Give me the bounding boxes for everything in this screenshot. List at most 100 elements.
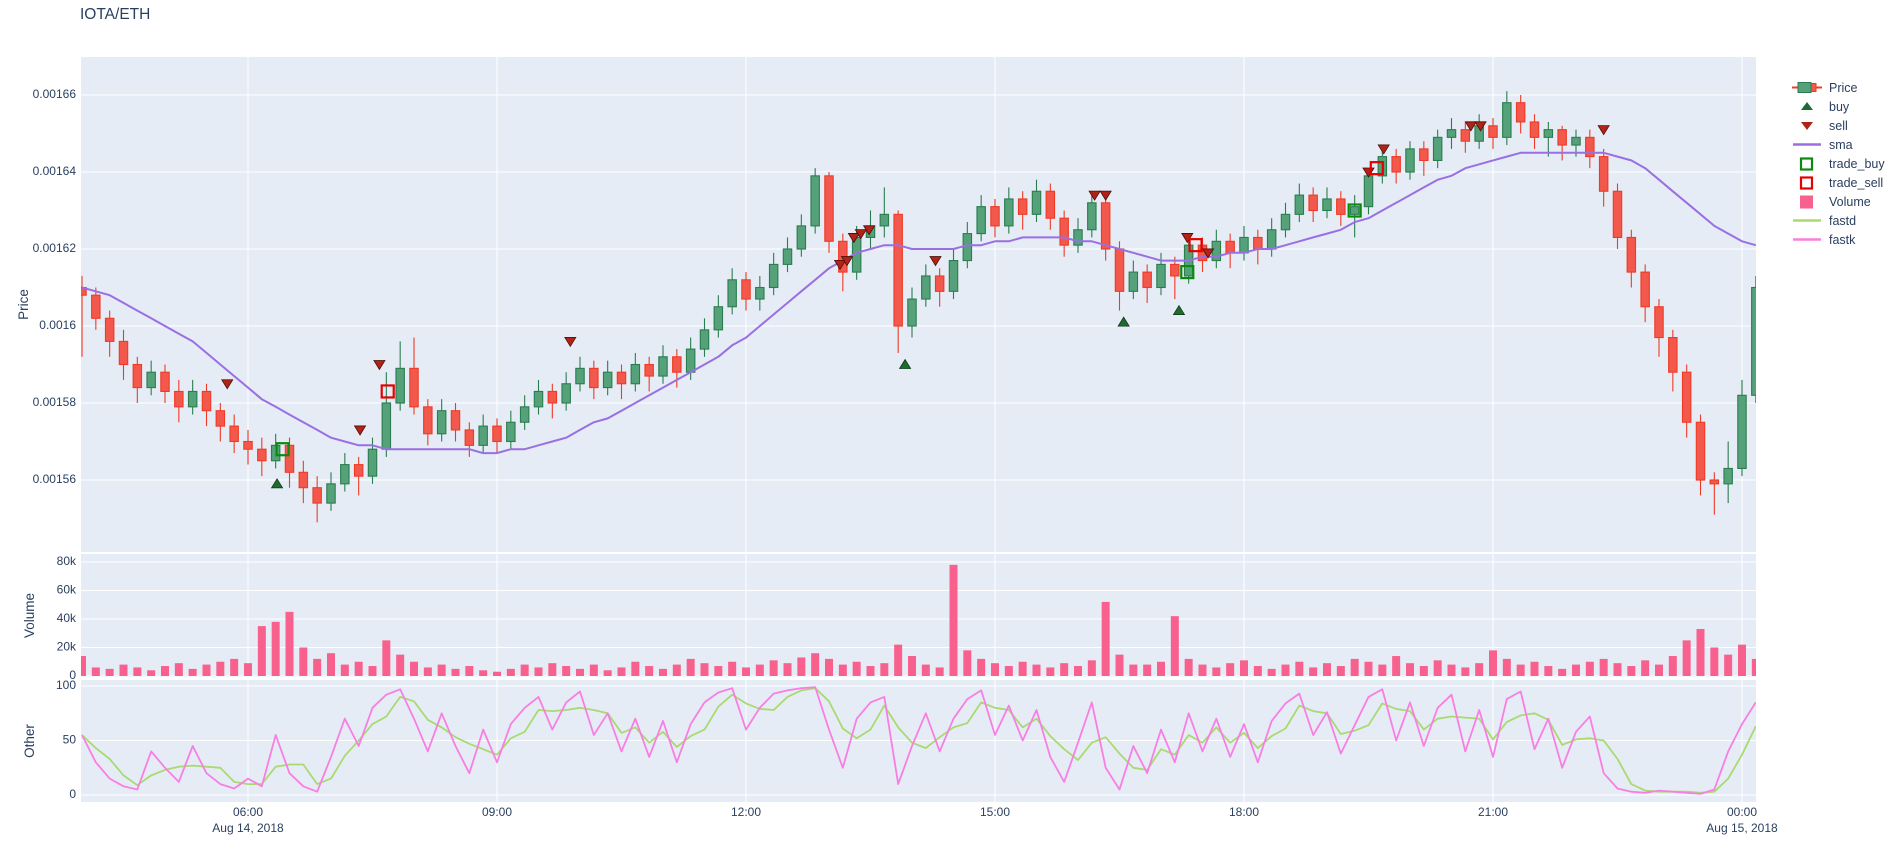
legend-icon-box bbox=[1791, 232, 1823, 247]
sma-line[interactable] bbox=[81, 151, 1756, 455]
candle bbox=[810, 175, 820, 227]
fastk-line[interactable] bbox=[81, 686, 1756, 795]
volume-bar bbox=[1170, 616, 1179, 676]
volume-bars[interactable] bbox=[78, 564, 1760, 676]
legend-item-trade-sell[interactable]: trade_sell bbox=[1791, 173, 1885, 192]
candle bbox=[533, 390, 544, 408]
volume-bar bbox=[1364, 661, 1373, 676]
candle bbox=[326, 483, 336, 504]
legend-item-buy[interactable]: buy bbox=[1791, 97, 1885, 116]
candle bbox=[575, 367, 585, 385]
volume-axis-title: Volume bbox=[22, 593, 37, 638]
volume-bar bbox=[409, 661, 418, 676]
svg-text:09:00: 09:00 bbox=[482, 805, 512, 819]
volume-bar bbox=[1143, 664, 1152, 676]
trade-buy-markers[interactable] bbox=[275, 203, 1362, 457]
volume-bar bbox=[1668, 656, 1677, 676]
legend-icon-box bbox=[1791, 175, 1823, 190]
svg-text:50: 50 bbox=[63, 733, 77, 747]
volume-bar bbox=[783, 663, 792, 676]
volume-bar bbox=[880, 663, 889, 676]
volume-bar bbox=[1571, 664, 1580, 676]
candle bbox=[589, 367, 599, 389]
volume-bar bbox=[1378, 664, 1387, 676]
candle bbox=[644, 363, 654, 377]
candle bbox=[1059, 217, 1069, 246]
svg-text:06:00: 06:00 bbox=[233, 805, 263, 819]
volume-bar bbox=[1046, 667, 1055, 676]
sell-markers[interactable] bbox=[221, 121, 1610, 436]
trade-sell-markers[interactable] bbox=[380, 161, 1384, 399]
candle bbox=[1529, 121, 1540, 138]
candle bbox=[1294, 194, 1305, 215]
candle bbox=[561, 383, 571, 404]
candles[interactable] bbox=[78, 91, 1760, 523]
legend-item-Volume[interactable]: Volume bbox=[1791, 192, 1885, 211]
candle bbox=[796, 225, 807, 250]
candle bbox=[962, 233, 973, 262]
legend-item-trade-buy[interactable]: trade_buy bbox=[1791, 154, 1885, 173]
volume-bar bbox=[603, 670, 612, 676]
svg-text:00:00: 00:00 bbox=[1727, 805, 1757, 819]
candle bbox=[478, 425, 488, 446]
candle bbox=[1336, 198, 1346, 215]
volume-bar bbox=[1253, 666, 1262, 676]
candle bbox=[1695, 421, 1706, 481]
volume-bar bbox=[1018, 661, 1027, 676]
volume-bar bbox=[672, 664, 681, 676]
candle bbox=[782, 248, 793, 265]
candle bbox=[1446, 129, 1457, 138]
buy-markers[interactable] bbox=[270, 304, 1186, 489]
volume-bar bbox=[1710, 647, 1719, 676]
candle bbox=[423, 406, 433, 435]
candle bbox=[948, 259, 959, 292]
legend-icon-box bbox=[1791, 156, 1823, 171]
legend-item-Price[interactable]: Price bbox=[1791, 78, 1885, 97]
sell-legend-icon bbox=[1801, 122, 1813, 130]
volume-bar bbox=[1475, 663, 1484, 676]
volume-bar bbox=[1627, 666, 1636, 676]
x-axis: 06:00 09:00 12:00 15:00 18:00 21:00 00:00 Aug 1… bbox=[212, 805, 1778, 835]
volume-bar bbox=[894, 644, 903, 676]
svg-text:18:00: 18:00 bbox=[1229, 805, 1259, 819]
volume-bar bbox=[1309, 667, 1318, 676]
candle bbox=[409, 367, 419, 408]
volume-bar bbox=[1295, 661, 1304, 676]
volume-bar bbox=[285, 611, 294, 676]
candle bbox=[824, 175, 834, 242]
price-y-axis: 0.00166 0.00164 0.00162 0.0016 0.00158 0.0015… bbox=[33, 87, 77, 486]
candle bbox=[91, 294, 101, 319]
legend-item-fastd[interactable]: fastd bbox=[1791, 211, 1885, 230]
volume-panel[interactable] bbox=[81, 554, 1756, 677]
volume-bar bbox=[1461, 667, 1470, 676]
svg-text:0.00156: 0.00156 bbox=[33, 472, 77, 486]
svg-text:0.0016: 0.0016 bbox=[39, 318, 76, 332]
svg-text:0.00158: 0.00158 bbox=[33, 395, 77, 409]
legend-label: buy bbox=[1829, 99, 1850, 114]
volume-bar bbox=[119, 664, 128, 676]
legend-item-sell[interactable]: sell bbox=[1791, 116, 1885, 135]
candle bbox=[1156, 263, 1166, 289]
candle bbox=[713, 306, 724, 331]
candle bbox=[990, 206, 1000, 227]
volume-bar bbox=[437, 664, 446, 676]
volume-bar bbox=[1392, 656, 1401, 676]
legend-item-fastk[interactable]: fastk bbox=[1791, 230, 1885, 249]
volume-bar bbox=[990, 663, 999, 676]
legend-item-sma[interactable]: sma bbox=[1791, 135, 1885, 154]
svg-text:0: 0 bbox=[69, 787, 76, 801]
svg-text:15:00: 15:00 bbox=[980, 805, 1010, 819]
trade-sell-legend-icon bbox=[1799, 176, 1814, 190]
candle bbox=[1654, 306, 1664, 339]
volume-bar bbox=[1212, 667, 1221, 676]
volume-bar bbox=[700, 663, 709, 676]
candle bbox=[1031, 190, 1042, 215]
volume-bar bbox=[1226, 663, 1235, 676]
svg-text:100: 100 bbox=[56, 678, 76, 692]
candle bbox=[907, 298, 917, 327]
volume-bar bbox=[313, 658, 322, 676]
svg-text:0.00166: 0.00166 bbox=[33, 87, 77, 101]
candle bbox=[395, 367, 405, 404]
Volume-legend-icon bbox=[1800, 195, 1813, 209]
